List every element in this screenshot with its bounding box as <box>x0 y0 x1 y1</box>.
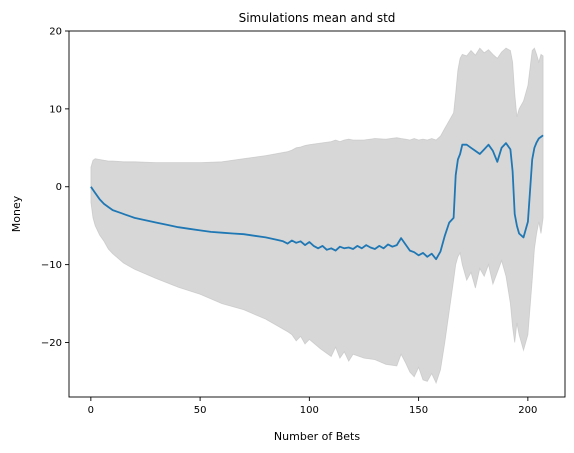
std-band <box>90 47 544 385</box>
y-tick-label: −10 <box>41 260 62 271</box>
x-tick-label: 100 <box>300 405 319 416</box>
y-tick-label: 0 <box>56 182 62 193</box>
y-tick-label: 10 <box>49 104 62 115</box>
x-axis-label: Number of Bets <box>274 430 360 443</box>
x-tick-label: 150 <box>409 405 428 416</box>
x-tick-label: 50 <box>194 405 207 416</box>
x-tick-label: 0 <box>88 405 94 416</box>
y-axis-label: Money <box>10 195 23 232</box>
chart-title: Simulations mean and std <box>239 11 396 25</box>
y-tick-label: 20 <box>49 27 62 38</box>
y-tick-label: −20 <box>41 338 62 349</box>
mean-line <box>90 134 544 261</box>
axes-frame <box>68 30 566 398</box>
ticks: 0 50 100 150 200 −20 −10 0 10 20 <box>41 27 538 417</box>
plot-area <box>90 47 544 385</box>
x-tick-label: 200 <box>518 405 537 416</box>
